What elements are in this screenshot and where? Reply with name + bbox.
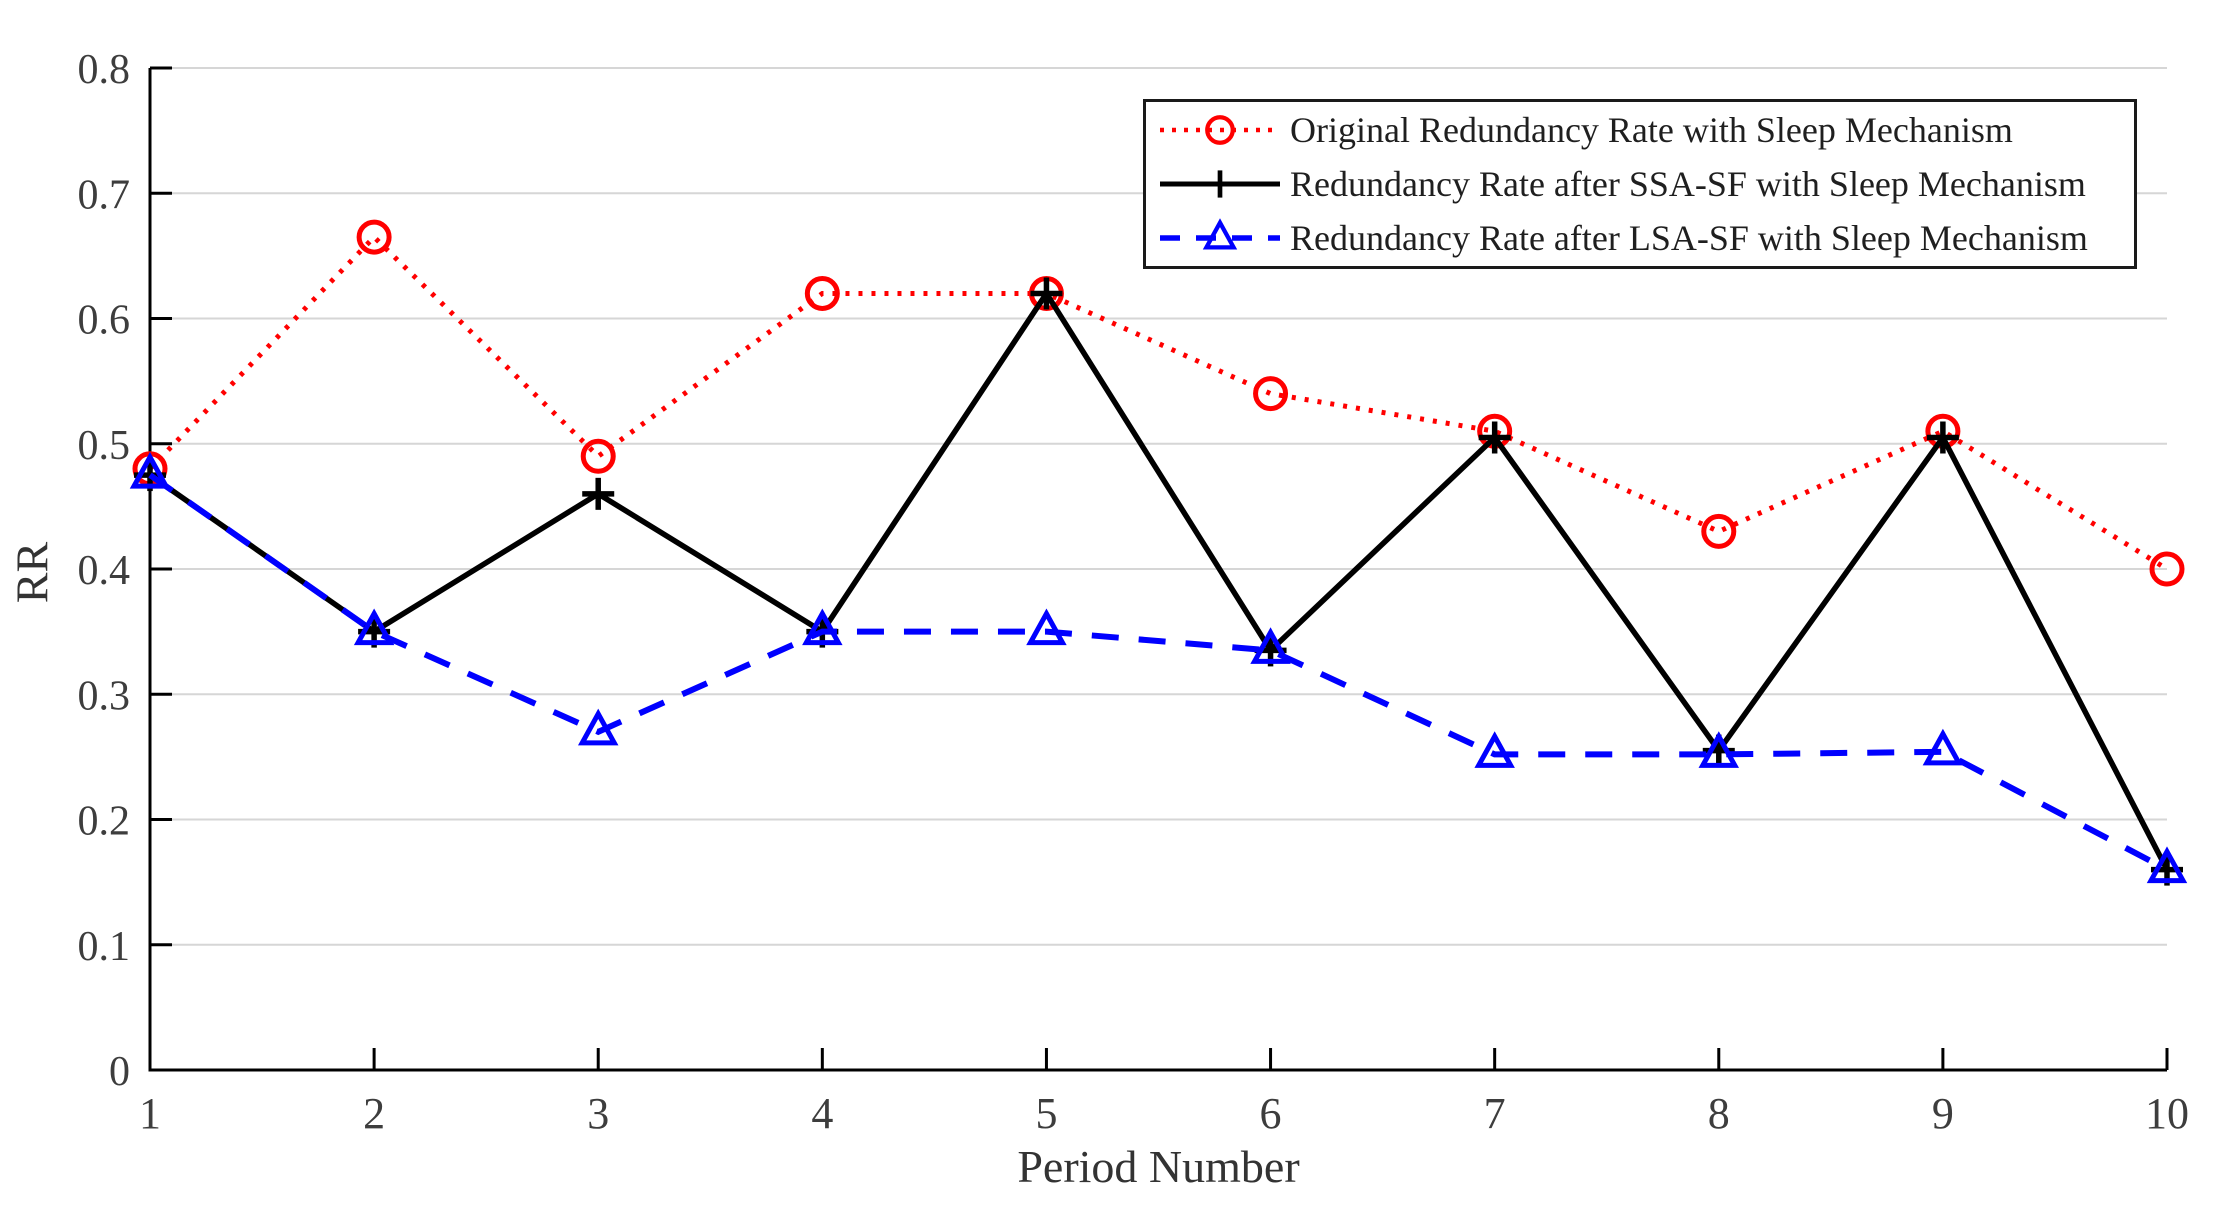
x-tick-label: 1 [139, 1089, 161, 1138]
marker-triangle [1250, 627, 1291, 664]
legend: Original Redundancy Rate with Sleep Mech… [1143, 99, 2137, 269]
x-tick-label: 7 [1484, 1089, 1506, 1138]
solid-line-plus-marker-icon [1160, 170, 1280, 198]
y-tick-label: 0.1 [78, 924, 131, 970]
marker-triangle [802, 608, 843, 646]
marker-triangle [1202, 218, 1238, 250]
marker-circle [356, 219, 392, 255]
x-tick-label: 9 [1932, 1089, 1954, 1138]
y-tick-label: 0.7 [78, 172, 131, 218]
marker-circle [804, 275, 840, 311]
legend-label: Redundancy Rate after SSA-SF with Sleep … [1290, 164, 2086, 204]
marker-triangle [1474, 731, 1515, 768]
marker-triangle [1698, 731, 1740, 768]
marker-triangle [129, 451, 171, 489]
legend-label: Redundancy Rate after LSA-SF with Sleep … [1290, 218, 2088, 258]
series-line-circle [148, 233, 2169, 572]
marker-triangle [353, 608, 395, 646]
marker-triangle [1922, 728, 1964, 766]
legend-item: Redundancy Rate after LSA-SF with Sleep … [1158, 212, 2134, 264]
y-tick-label: 0 [109, 1049, 130, 1095]
series-line-triangle [148, 472, 2169, 873]
legend-label: Original Redundancy Rate with Sleep Mech… [1290, 110, 2013, 150]
x-axis-label: Period Number [1017, 1141, 1300, 1192]
dotted-line-circle-marker-icon [1160, 115, 1280, 145]
marker-triangle [1026, 608, 1067, 646]
x-tick-label: 3 [587, 1089, 609, 1138]
x-tick-label: 8 [1708, 1089, 1730, 1138]
marker-triangle [577, 708, 619, 746]
y-axis-label: RR [6, 541, 58, 604]
y-tick-label: 0.5 [78, 423, 131, 469]
marker-circle [1205, 115, 1235, 145]
marker-circle [1701, 513, 1737, 549]
marker-circle [580, 438, 616, 474]
y-tick-label: 0.2 [78, 799, 131, 845]
marker-circle [2149, 551, 2185, 587]
y-tick-label: 0.8 [78, 47, 131, 93]
y-tick-label: 0.6 [78, 298, 131, 344]
x-tick-label: 4 [811, 1089, 833, 1138]
y-tick-label: 0.3 [78, 673, 131, 719]
marker-triangle [2146, 846, 2188, 884]
y-tick-label: 0.4 [78, 548, 131, 594]
legend-item: Original Redundancy Rate with Sleep Mech… [1158, 104, 2134, 156]
x-tick-label: 2 [363, 1089, 385, 1138]
dashed-line-triangle-marker-icon [1160, 218, 1280, 250]
x-tick-label: 10 [2145, 1089, 2189, 1138]
marker-circle [1253, 376, 1289, 412]
x-tick-label: 5 [1035, 1089, 1057, 1138]
x-tick-label: 6 [1260, 1089, 1282, 1138]
series-line-plus [148, 288, 2170, 871]
legend-item: Redundancy Rate after SSA-SF with Sleep … [1158, 158, 2134, 210]
